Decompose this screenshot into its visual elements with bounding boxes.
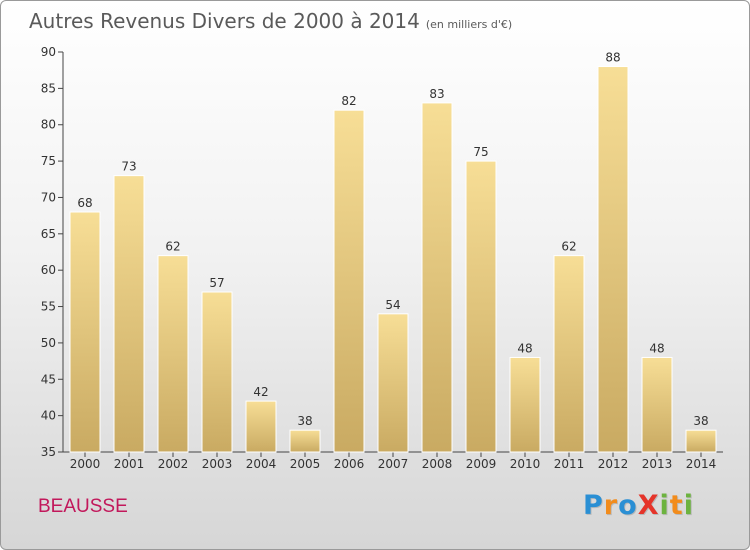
x-tick-label: 2012	[598, 457, 629, 471]
data-label: 48	[517, 341, 532, 355]
x-tick-label: 2006	[334, 457, 365, 471]
x-tick-label: 2007	[378, 457, 409, 471]
data-label: 88	[605, 51, 620, 65]
data-label: 82	[341, 94, 356, 108]
y-tick-label: 35	[41, 445, 56, 459]
chart-subtitle: (en milliers d'€)	[425, 18, 513, 31]
bar	[641, 356, 673, 453]
bar	[333, 109, 365, 453]
y-tick-label: 45	[41, 372, 56, 386]
data-label: 62	[561, 240, 576, 254]
bar	[157, 255, 189, 453]
chart-title: Autres Revenus Divers de 2000 à 2014 (en …	[29, 9, 512, 33]
x-tick-label: 2004	[246, 457, 277, 471]
x-tick-label: 2000	[70, 457, 101, 471]
y-tick-label: 40	[41, 409, 56, 423]
commune-name: BEAUSSE	[38, 496, 128, 517]
y-tick-label: 55	[41, 300, 56, 314]
y-tick-label: 85	[41, 81, 56, 95]
chart-data-labels: 68 73 62 57 42 38 82 54 83 75 48 62 88 48 38	[77, 51, 708, 429]
data-label: 68	[77, 196, 92, 210]
data-label: 48	[649, 341, 664, 355]
chart-bars	[69, 66, 717, 453]
x-tick-label: 2014	[686, 457, 717, 471]
bar	[465, 160, 497, 453]
data-label: 54	[385, 298, 400, 312]
bar	[421, 102, 453, 453]
bar	[113, 175, 145, 453]
bar	[509, 356, 541, 453]
bar	[289, 429, 321, 453]
x-tick-label: 2005	[290, 457, 321, 471]
data-label: 62	[165, 240, 180, 254]
bar	[597, 66, 629, 453]
logo-letter: t	[669, 490, 684, 521]
y-tick-label: 80	[41, 118, 56, 132]
proxiti-logo: ProXiti	[583, 490, 694, 524]
bar	[553, 255, 585, 453]
bar	[69, 211, 101, 453]
bar	[201, 291, 233, 453]
bar	[685, 429, 717, 453]
x-tick-label: 2013	[642, 457, 673, 471]
x-tick-label: 2011	[554, 457, 585, 471]
data-label: 57	[209, 276, 224, 290]
x-tick-label: 2010	[510, 457, 541, 471]
logo-letter: X	[637, 490, 660, 521]
logo-letter: P	[583, 490, 604, 521]
logo-letter: r	[603, 490, 619, 521]
y-tick-label: 60	[41, 263, 56, 277]
x-tick-label: 2001	[114, 457, 145, 471]
data-label: 38	[297, 414, 312, 428]
data-label: 83	[429, 87, 444, 101]
chart-axes: 35 40 45 50 55 60 65 70 75 80 85 90 2000 2001 2002 2003…	[41, 45, 723, 471]
x-tick-label: 2009	[466, 457, 497, 471]
logo-letter: i	[683, 490, 694, 521]
x-tick-label: 2008	[422, 457, 453, 471]
y-tick-label: 70	[41, 190, 56, 204]
y-tick-label: 65	[41, 227, 56, 241]
x-tick-label: 2002	[158, 457, 189, 471]
data-label: 38	[693, 414, 708, 428]
logo-letter: o	[618, 490, 638, 521]
data-label: 73	[121, 160, 136, 174]
y-tick-label: 50	[41, 336, 56, 350]
data-label: 75	[473, 145, 488, 159]
bar	[377, 313, 409, 453]
x-tick-label: 2003	[202, 457, 233, 471]
data-label: 42	[253, 385, 268, 399]
logo-letter: i	[659, 490, 670, 521]
y-tick-label: 75	[41, 154, 56, 168]
bar	[245, 400, 277, 453]
chart-title-text: Autres Revenus Divers de 2000 à 2014	[29, 9, 420, 33]
y-tick-label: 90	[41, 45, 56, 59]
